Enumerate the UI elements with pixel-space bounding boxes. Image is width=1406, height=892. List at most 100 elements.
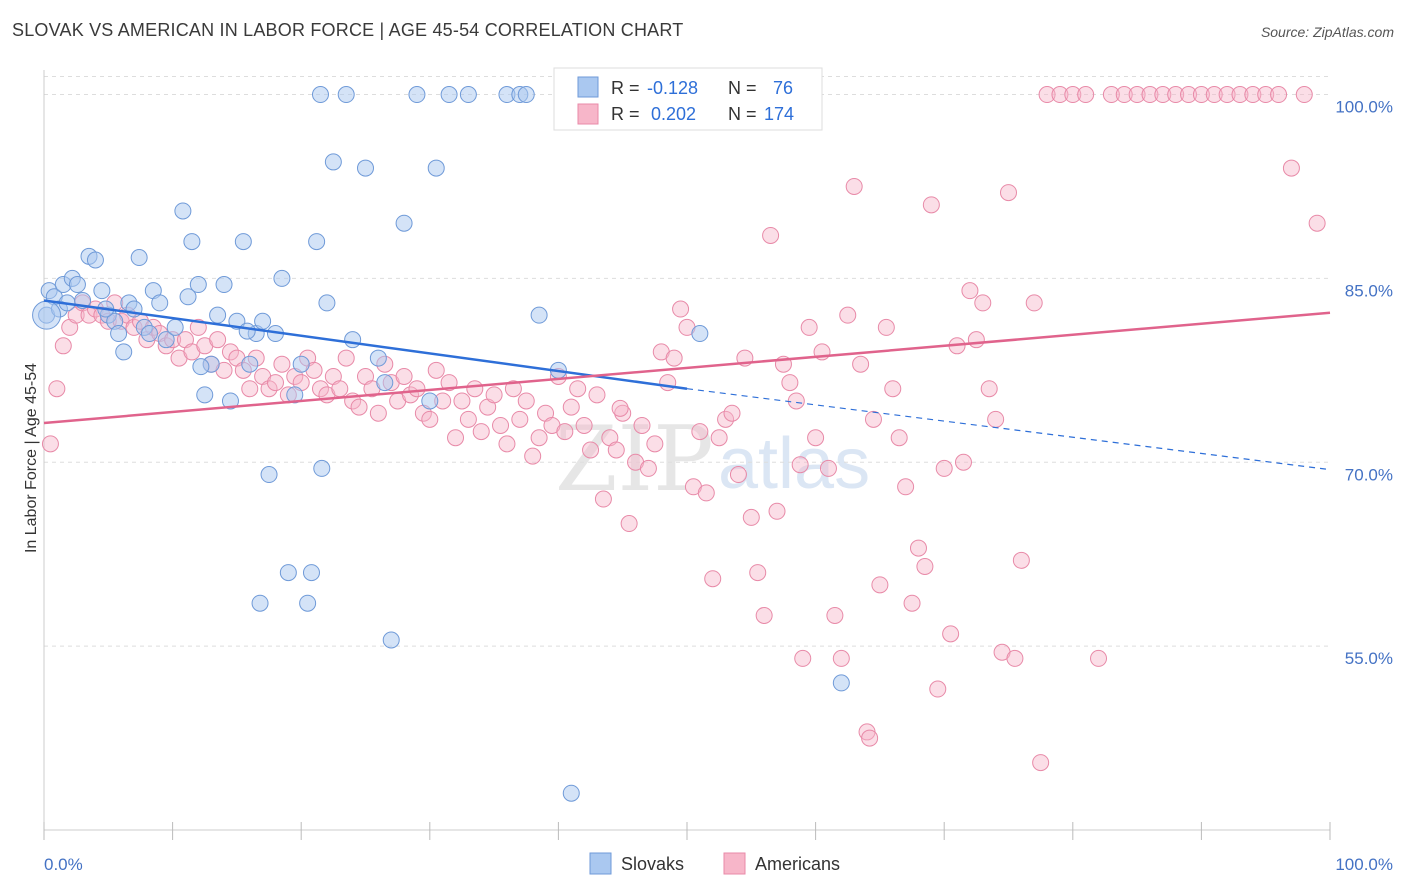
american-point	[1064, 86, 1082, 104]
american-point	[221, 343, 239, 361]
american-point	[273, 355, 291, 373]
american-point	[504, 380, 522, 398]
legend-n-value: 76	[773, 78, 793, 98]
legend-n-value: 174	[764, 104, 794, 124]
american-point	[987, 410, 1005, 428]
american-point	[954, 453, 972, 471]
american-point	[1012, 551, 1030, 569]
american-point	[607, 441, 625, 459]
american-point	[485, 386, 503, 404]
legend-swatch-slovaks	[577, 76, 599, 98]
slovak-point	[189, 276, 207, 294]
american-point	[903, 594, 921, 612]
american-point	[1257, 86, 1275, 104]
slovak-point	[251, 594, 269, 612]
y-tick-label: 100.0%	[1335, 98, 1393, 117]
slovak-point	[192, 358, 210, 376]
american-point	[729, 466, 747, 484]
american-point	[852, 355, 870, 373]
slovak-point	[234, 233, 252, 251]
american-point	[704, 570, 722, 588]
american-point	[839, 306, 857, 324]
slovak-point	[254, 312, 272, 330]
american-point	[369, 404, 387, 422]
american-point	[1090, 649, 1108, 667]
american-point	[659, 374, 677, 392]
slovak-point	[238, 322, 256, 340]
y-tick-label: 55.0%	[1345, 649, 1393, 668]
slovak-point	[215, 276, 233, 294]
american-point	[395, 367, 413, 385]
american-point	[447, 429, 465, 447]
american-point	[266, 374, 284, 392]
american-point	[1077, 86, 1095, 104]
american-point	[1032, 754, 1050, 772]
slovak-point	[832, 674, 850, 692]
american-point	[1231, 86, 1249, 104]
american-point	[337, 349, 355, 367]
american-point	[209, 331, 227, 349]
slovak-point	[110, 325, 128, 343]
american-point	[569, 380, 587, 398]
slovak-point	[344, 331, 362, 349]
american-point	[41, 435, 59, 453]
american-point	[582, 441, 600, 459]
chart-source: Source: ZipAtlas.com	[1260, 24, 1394, 40]
american-point	[331, 380, 349, 398]
american-point	[717, 410, 735, 428]
american-point	[1295, 86, 1313, 104]
slovak-point	[292, 355, 310, 373]
american-point	[826, 606, 844, 624]
american-point	[492, 416, 510, 434]
american-point	[1205, 86, 1223, 104]
slovak-point	[421, 392, 439, 410]
american-point	[646, 435, 664, 453]
slovak-point	[313, 459, 331, 477]
american-point	[1167, 86, 1185, 104]
y-tick-label: 85.0%	[1345, 281, 1393, 300]
y-axis-label: In Labor Force | Age 45-54	[23, 363, 40, 553]
american-point	[440, 374, 458, 392]
legend-n-label: N =	[728, 78, 757, 98]
american-point	[768, 502, 786, 520]
slovak-point	[183, 233, 201, 251]
american-point	[459, 410, 477, 428]
slovak-point	[311, 86, 329, 104]
slovak-point	[440, 86, 458, 104]
bottom-legend-swatch-slovaks	[589, 852, 612, 875]
american-point	[1025, 294, 1043, 312]
legend-swatch-americans	[577, 103, 599, 125]
american-point	[562, 398, 580, 416]
axes	[43, 70, 1331, 840]
slovak-point	[357, 159, 374, 177]
american-point	[794, 649, 812, 667]
slovak-point	[318, 294, 336, 312]
slovak-point	[337, 86, 355, 104]
slovak-point	[459, 86, 477, 104]
slovak-point	[209, 306, 227, 324]
american-point	[845, 177, 863, 195]
american-point	[665, 349, 683, 367]
bottom-legend-swatch-americans	[723, 852, 746, 875]
slovak-point	[221, 392, 239, 410]
american-point	[1308, 214, 1326, 232]
american-point	[1282, 159, 1300, 177]
american-point	[311, 380, 329, 398]
american-point	[877, 318, 895, 336]
american-point	[1244, 86, 1262, 104]
american-point	[1180, 86, 1198, 104]
slovak-point	[68, 276, 86, 294]
american-point	[453, 392, 471, 410]
american-point	[672, 300, 690, 318]
american-point	[742, 508, 760, 526]
american-point	[511, 410, 529, 428]
american-point	[517, 392, 535, 410]
legend-r-value: -0.128	[647, 78, 698, 98]
american-point	[819, 459, 837, 477]
slovak-point	[376, 374, 394, 392]
tick-labels: 55.0% 70.0% 85.0% 100.0% 0.0% 100.0%	[44, 98, 1393, 874]
american-point	[1192, 86, 1210, 104]
american-point	[633, 416, 651, 434]
american-point	[967, 331, 985, 349]
